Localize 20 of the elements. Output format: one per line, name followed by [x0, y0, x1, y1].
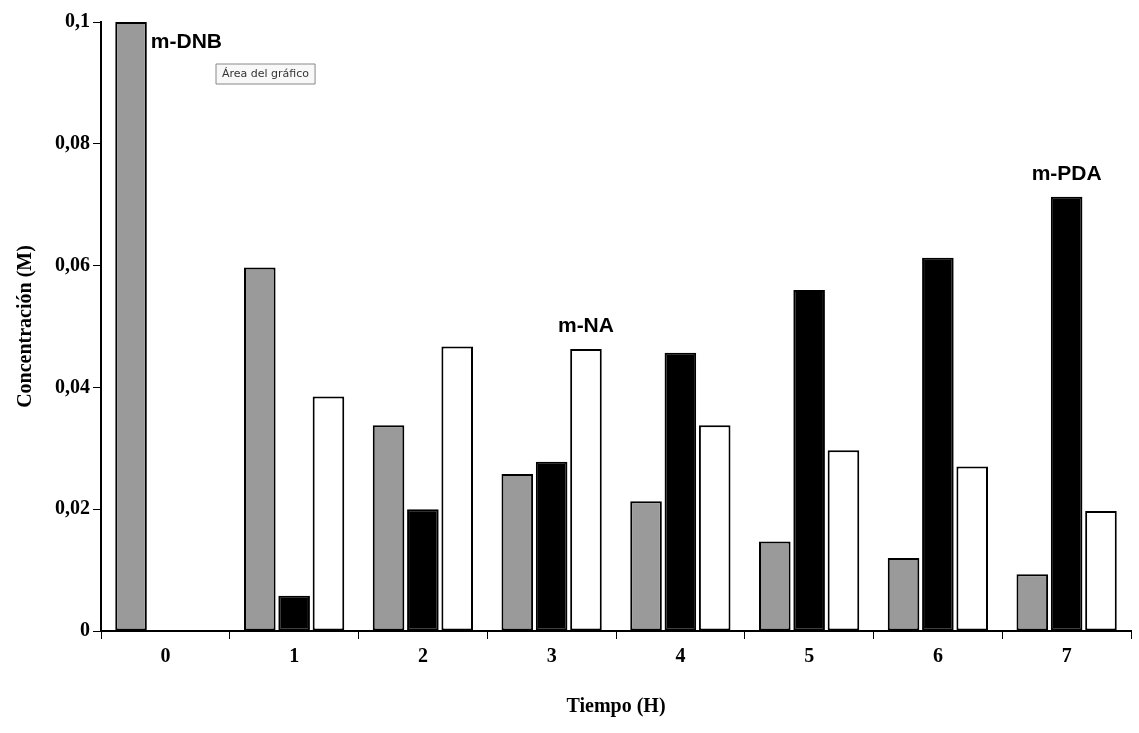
y-tick-label: 0,1 — [65, 9, 90, 32]
y-axis-title: Concentración (M) — [13, 245, 37, 408]
x-tick-label: 6 — [932, 644, 943, 667]
y-tick-label: 0 — [80, 618, 90, 641]
series-label: m-DNB — [150, 29, 223, 53]
annotation: Área del gráfico — [222, 66, 310, 80]
x-tick-label: 0 — [160, 644, 171, 667]
x-tick-label: 7 — [1061, 644, 1072, 667]
x-axis-title: Tiempo (H) — [566, 694, 666, 718]
series-label: m-NA — [557, 313, 614, 337]
x-tick-label: 1 — [289, 644, 300, 667]
series-label: m-PDA — [1031, 161, 1102, 185]
x-tick-label: 2 — [417, 644, 428, 667]
y-tick-label: 0,08 — [55, 130, 90, 153]
y-tick-label: 0,06 — [55, 252, 90, 275]
x-tick-label: 5 — [804, 644, 815, 667]
x-tick-label: 4 — [675, 644, 686, 667]
x-tick-label: 3 — [546, 644, 557, 667]
y-tick-label: 0,04 — [55, 374, 90, 397]
y-tick-label: 0,02 — [55, 496, 90, 519]
